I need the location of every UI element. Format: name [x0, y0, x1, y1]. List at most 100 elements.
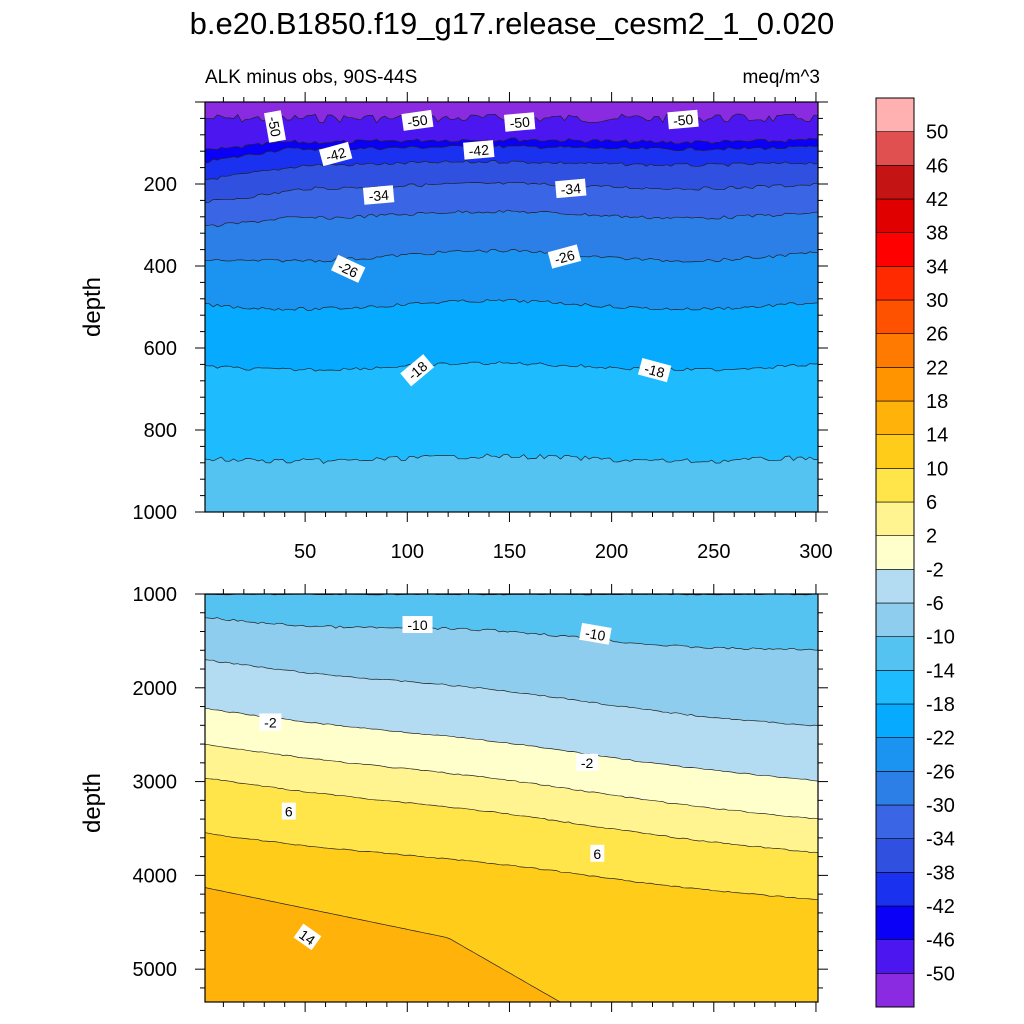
contour-line: [205, 209, 818, 227]
colorbar-swatch: [875, 602, 915, 637]
y-axis-label: depth: [79, 277, 106, 337]
colorbar-swatch: [875, 333, 915, 368]
y-tick-label: 800: [144, 420, 177, 442]
contour-label: -50: [264, 110, 286, 143]
subtitle-left: ALK minus obs, 90S-44S: [205, 67, 417, 88]
subtitle-units: meq/m^3: [742, 67, 820, 88]
colorbar-swatch: [875, 165, 915, 200]
contour-label: -26: [331, 254, 366, 283]
colorbar-swatch: [875, 670, 915, 705]
contour-label: -26: [547, 244, 582, 269]
contour-label-text: -10: [407, 617, 427, 633]
colorbar-label: 22: [926, 357, 948, 379]
y-tick-label: 2000: [133, 678, 178, 700]
contour-label: -2: [259, 713, 282, 731]
contour-label-box: [590, 844, 605, 862]
plot-frame: [204, 101, 819, 513]
contour-label-text: -50: [406, 112, 428, 131]
contour-label-box: [547, 244, 582, 269]
colorbar-swatch: [875, 468, 915, 503]
y-axis-label: depth: [79, 773, 106, 833]
colorbar-label: -34: [926, 829, 955, 851]
contour-label: -10: [579, 622, 612, 645]
colorbar-label: 38: [926, 223, 948, 245]
contour-label-text: -10: [584, 625, 607, 644]
contour-label-box: [667, 109, 699, 130]
y-tick-label: 1000: [133, 502, 178, 524]
contour-label-box: [555, 178, 587, 199]
x-tick-label: 50: [294, 541, 316, 563]
contour-label: -42: [463, 140, 495, 160]
contour-label-text: -26: [335, 258, 360, 281]
upper-panel: 50 100 150 200 250 300 200 400 600 800 1000 depth -5…: [79, 92, 833, 563]
colorbar-swatch: [875, 400, 915, 435]
contour-fills: [205, 594, 818, 1002]
colorbar-swatch: [875, 266, 915, 301]
colorbar-label: -42: [926, 896, 955, 918]
colorbar-label: -46: [926, 930, 955, 952]
colorbar-label: 42: [926, 189, 948, 211]
x-tick-label: 100: [391, 541, 424, 563]
contour-line: [205, 181, 818, 204]
colorbar-swatch: [875, 232, 915, 267]
contour-label: -50: [503, 112, 536, 132]
contour-label-text: -42: [468, 142, 490, 160]
contour-label: 6: [590, 844, 605, 862]
plot-frame: [204, 593, 819, 1003]
colorbar-swatch: [875, 97, 915, 132]
colorbar-swatch: [875, 939, 915, 974]
contour-label: 6: [281, 802, 296, 820]
y-tick-label: 4000: [133, 865, 178, 887]
colorbar-swatch: [875, 367, 915, 402]
contour-line: [205, 299, 818, 311]
contour-line: [205, 832, 818, 901]
x-tick-label: 250: [697, 541, 730, 563]
y-tick-label: 3000: [133, 772, 178, 794]
colorbar-label: 18: [926, 391, 948, 413]
colorbar-label: -38: [926, 862, 955, 884]
colorbar-swatch: [875, 838, 915, 873]
colorbar-label: -50: [926, 963, 955, 985]
colorbar-label: 2: [926, 526, 937, 548]
colorbar-label: -18: [926, 694, 955, 716]
contour-line: [205, 137, 818, 150]
colorbar-swatch: [875, 636, 915, 671]
contour-label-box: [637, 358, 672, 383]
colorbar-label: 50: [926, 122, 948, 144]
y-tick-label: 1000: [133, 584, 178, 606]
contour-label-box: [362, 185, 395, 205]
contour-label-box: [318, 141, 353, 167]
contour-label-box: [402, 616, 433, 633]
contour-label-text: -18: [643, 360, 667, 381]
contour-band-17: [205, 887, 818, 1002]
colorbar-swatch: [875, 299, 915, 334]
contour-label-text: -50: [509, 114, 531, 132]
colorbar-swatch: [875, 131, 915, 166]
contour-label-text: -50: [672, 111, 694, 129]
chart-title: b.e20.B1850.f19_g17.release_cesm2_1_0.02…: [190, 6, 835, 41]
x-tick-label: 150: [493, 541, 526, 563]
colorbar-label: 34: [926, 256, 948, 278]
colorbar-swatch: [875, 703, 915, 738]
x-tick-label: 300: [799, 541, 832, 563]
contour-label-text: -34: [560, 180, 582, 198]
y-tick-label: 5000: [133, 959, 178, 981]
contour-label-box: [331, 254, 366, 283]
colorbar-label: -6: [926, 593, 944, 615]
contour-label-text: -34: [368, 187, 390, 205]
contour-line: [205, 777, 818, 853]
contour-line: [205, 707, 818, 782]
contour-label-box: [259, 713, 282, 731]
contour-label-text: 6: [593, 846, 601, 862]
contour-fills: [205, 102, 818, 512]
contour-line: [205, 249, 818, 263]
colorbar-swatch: [875, 905, 915, 940]
colorbar-frame: [875, 97, 915, 1008]
colorbar-swatch: [875, 569, 915, 604]
contour-label: -50: [401, 109, 434, 131]
contour-label-text: -2: [581, 755, 594, 771]
contour-label-text: 6: [285, 804, 293, 820]
x-tick-label: 200: [595, 541, 628, 563]
contour-line: [205, 453, 818, 464]
contour-label-box: [463, 140, 495, 160]
